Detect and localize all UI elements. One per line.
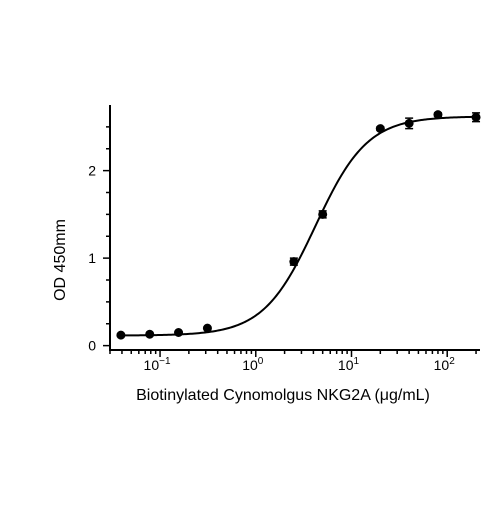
- data-point: [471, 112, 481, 122]
- data-point: [433, 110, 443, 120]
- x-tick-label: 101: [338, 356, 360, 373]
- x-tick-label: 100: [242, 356, 264, 373]
- data-point: [318, 209, 328, 219]
- x-tick-label: 10−1: [144, 356, 171, 373]
- x-tick-exponent: −1: [159, 356, 171, 367]
- x-tick-exponent: 0: [258, 356, 264, 367]
- y-tick-label: 2: [88, 163, 96, 179]
- fit-layer: [120, 115, 477, 337]
- x-tick-exponent: 1: [354, 356, 360, 367]
- x-axis-title: Biotinylated Cynomolgus NKG2A (μg/mL): [136, 387, 430, 404]
- data-point: [202, 323, 212, 333]
- y-axis-title: OD 450mm: [52, 219, 69, 301]
- data-point: [289, 257, 299, 267]
- x-tick-label: 102: [434, 356, 456, 373]
- points-layer: [116, 110, 481, 340]
- data-point: [116, 330, 126, 340]
- data-point: [404, 118, 414, 128]
- fit-curve: [120, 115, 477, 337]
- data-point: [174, 328, 184, 337]
- data-point: [375, 124, 385, 134]
- data-point: [145, 329, 155, 339]
- y-tick-label: 0: [88, 338, 96, 354]
- y-tick-label: 1: [88, 250, 96, 266]
- x-tick-exponent: 2: [449, 356, 455, 367]
